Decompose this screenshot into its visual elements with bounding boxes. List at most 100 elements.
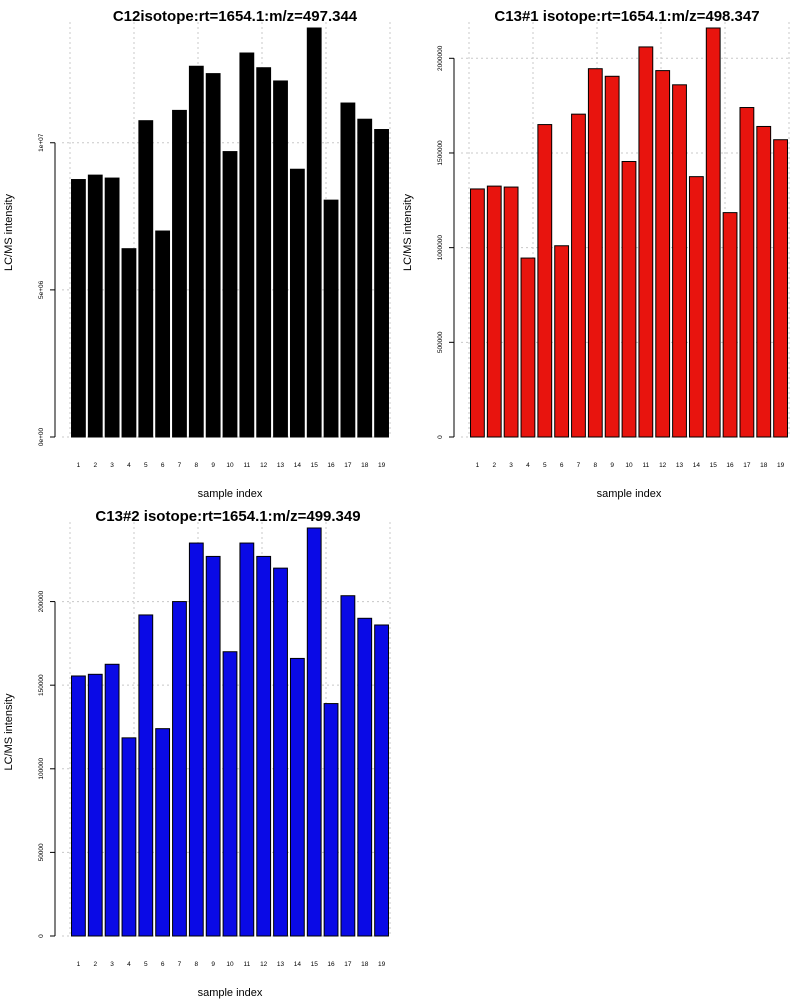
- bar-sample-8: [188, 542, 204, 937]
- x-tick-label: 4: [526, 462, 530, 469]
- x-axis-label: sample index: [597, 488, 662, 500]
- bar-sample-17: [340, 595, 356, 937]
- x-tick-label: 19: [777, 462, 785, 469]
- x-tick-label: 16: [726, 462, 734, 469]
- x-tick-label: 16: [327, 961, 335, 968]
- x-tick-label: 11: [243, 961, 250, 968]
- x-tick-label: 5: [543, 462, 547, 469]
- bar-sample-12: [655, 70, 671, 438]
- x-tick-label: 15: [710, 462, 718, 469]
- x-tick-label: 10: [625, 462, 633, 469]
- bar-sample-3: [503, 186, 519, 438]
- bar-sample-5: [537, 124, 553, 438]
- bar-sample-16: [323, 199, 339, 438]
- bar-sample-16: [722, 212, 738, 438]
- bar-sample-5: [138, 120, 154, 438]
- bar-sample-7: [571, 113, 586, 438]
- x-tick-label: 15: [311, 961, 319, 968]
- y-tick-label: 500000: [437, 331, 444, 353]
- bar-sample-19: [773, 139, 788, 438]
- x-tick-label: 1: [77, 961, 81, 968]
- x-tick-label: 9: [610, 462, 614, 469]
- bar-sample-15: [306, 27, 322, 438]
- chart-title: C13#1 isotope:rt=1654.1:m/z=498.347: [494, 8, 759, 25]
- x-tick-label: 18: [361, 961, 369, 968]
- bar-sample-10: [222, 651, 238, 937]
- x-tick-label: 12: [260, 961, 268, 968]
- x-tick-label: 11: [642, 462, 649, 469]
- x-tick-label: 3: [110, 961, 114, 968]
- bar-sample-17: [340, 102, 356, 438]
- bar-sample-1: [470, 188, 485, 438]
- y-tick-label: 1e+07: [38, 133, 45, 152]
- bar-sample-19: [374, 129, 389, 438]
- x-tick-label: 8: [195, 462, 199, 469]
- bar-sample-1: [71, 179, 86, 438]
- bar-sample-11: [239, 52, 255, 438]
- x-tick-label: 18: [361, 462, 369, 469]
- x-tick-label: 17: [344, 961, 352, 968]
- x-axis-label: sample index: [198, 987, 263, 999]
- x-tick-label: 4: [127, 462, 131, 469]
- bar-sample-11: [638, 46, 654, 438]
- bar-sample-2: [87, 673, 103, 937]
- x-tick-label: 17: [344, 462, 352, 469]
- x-tick-label: 11: [243, 462, 250, 469]
- x-tick-label: 7: [178, 961, 182, 968]
- x-tick-label: 13: [676, 462, 684, 469]
- x-tick-label: 2: [492, 462, 496, 469]
- bar-sample-18: [756, 125, 772, 438]
- bar-sample-18: [357, 617, 373, 937]
- bar-sample-9: [604, 75, 620, 438]
- bar-sample-6: [155, 230, 171, 438]
- bar-sample-4: [121, 248, 137, 438]
- bar-sample-3: [104, 663, 120, 937]
- y-axis-label: LC/MS intensity: [3, 693, 15, 771]
- bar-sample-16: [323, 703, 339, 937]
- x-tick-label: 8: [594, 462, 598, 469]
- y-tick-label: 50000: [38, 843, 45, 861]
- bar-sample-8: [188, 65, 204, 438]
- x-tick-label: 3: [110, 462, 114, 469]
- x-tick-label: 4: [127, 961, 131, 968]
- bar-sample-15: [306, 527, 322, 937]
- x-axis-label: sample index: [198, 488, 263, 500]
- x-tick-label: 2: [93, 961, 97, 968]
- x-tick-label: 6: [161, 462, 165, 469]
- x-tick-label: 3: [509, 462, 513, 469]
- y-axis-label: LC/MS intensity: [3, 193, 15, 271]
- x-tick-label: 13: [277, 462, 285, 469]
- bar-sample-3: [104, 177, 120, 438]
- y-tick-label: 0: [38, 934, 45, 938]
- bar-sample-17: [739, 107, 755, 438]
- bar-sample-4: [121, 737, 137, 937]
- bar-sample-13: [273, 567, 288, 937]
- bar-sample-5: [138, 614, 154, 937]
- x-tick-label: 6: [560, 462, 564, 469]
- bar-sample-15: [705, 27, 721, 438]
- y-tick-label: 0: [437, 435, 444, 439]
- bar-sample-7: [172, 601, 187, 937]
- bar-sample-4: [520, 257, 536, 438]
- bar-sample-18: [357, 118, 373, 438]
- y-tick-label: 5e+06: [38, 280, 45, 299]
- x-tick-label: 5: [144, 462, 148, 469]
- x-tick-label: 10: [226, 462, 234, 469]
- bar-sample-9: [205, 555, 221, 937]
- bar-sample-10: [621, 160, 637, 438]
- bar-sample-6: [155, 728, 171, 937]
- x-tick-label: 1: [77, 462, 81, 469]
- bar-sample-1: [71, 675, 86, 937]
- bar-sample-6: [554, 245, 570, 438]
- bar-sample-12: [256, 555, 272, 937]
- bar-sample-11: [239, 542, 255, 937]
- x-tick-label: 14: [294, 462, 302, 469]
- bar-sample-9: [205, 73, 221, 438]
- y-tick-label: 2000000: [437, 45, 444, 71]
- y-tick-label: 0e+00: [38, 427, 45, 446]
- bar-sample-7: [172, 109, 187, 438]
- x-tick-label: 14: [693, 462, 701, 469]
